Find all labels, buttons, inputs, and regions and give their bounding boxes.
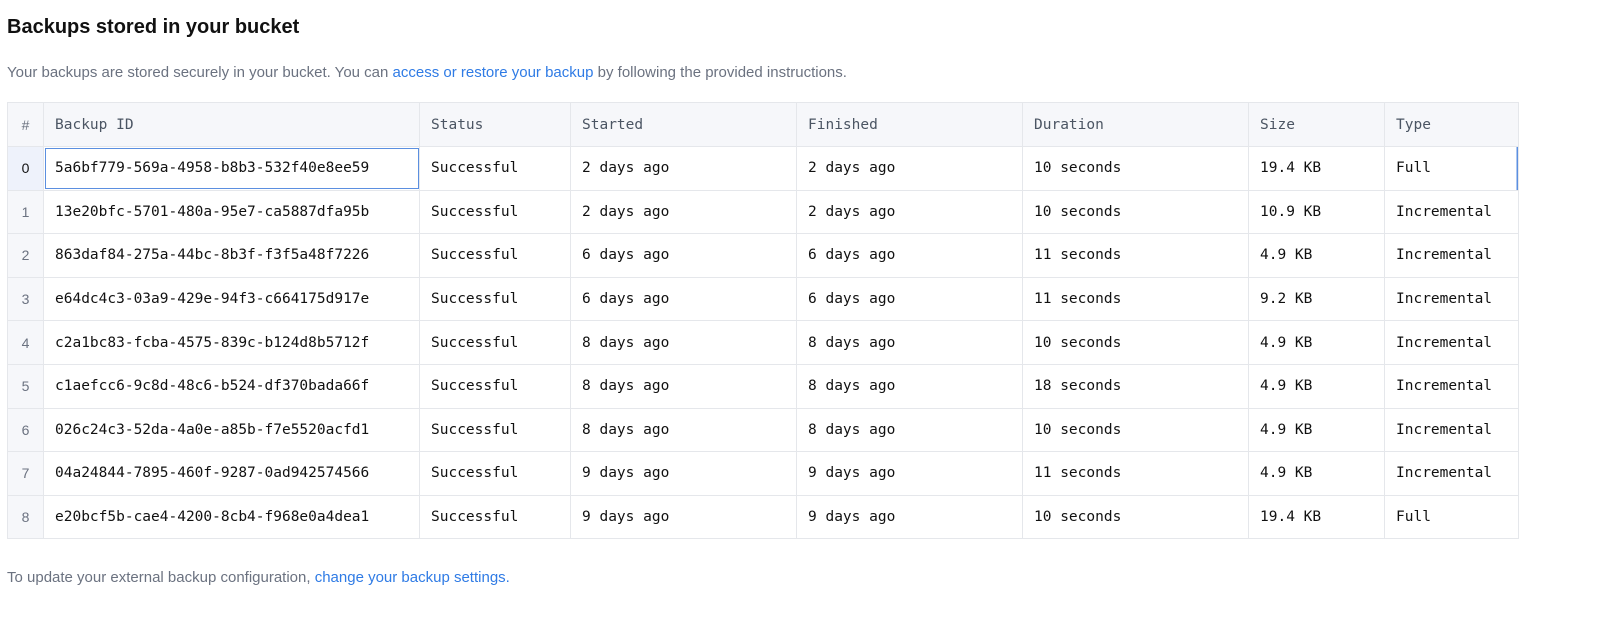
cell-index[interactable]: 0 (7, 146, 44, 191)
cell-type[interactable]: Incremental (1384, 276, 1519, 322)
cell-size[interactable]: 19.4 KB (1248, 146, 1385, 191)
cell-duration[interactable]: 11 seconds (1022, 451, 1249, 496)
cell-duration[interactable]: 18 seconds (1022, 363, 1249, 409)
cell-type[interactable]: Full (1384, 494, 1519, 540)
cell-started[interactable]: 9 days ago (570, 451, 797, 496)
column-header-started[interactable]: Started (570, 102, 797, 147)
table-row[interactable]: 2 863daf84-275a-44bc-8b3f-f3f5a48f7226 Suc… (7, 233, 1519, 278)
cell-finished[interactable]: 8 days ago (796, 320, 1023, 365)
cell-backup-id[interactable]: 863daf84-275a-44bc-8b3f-f3f5a48f7226 (43, 233, 420, 278)
column-header-index[interactable]: # (7, 102, 44, 147)
cell-backup-id[interactable]: e20bcf5b-cae4-4200-8cb4-f968e0a4dea1 (43, 494, 420, 540)
cell-finished[interactable]: 2 days ago (796, 189, 1023, 235)
cell-duration[interactable]: 10 seconds (1022, 320, 1249, 365)
cell-backup-id[interactable]: e64dc4c3-03a9-429e-94f3-c664175d917e (43, 276, 420, 322)
cell-size[interactable]: 4.9 KB (1248, 451, 1385, 496)
cell-status[interactable]: Successful (419, 407, 571, 453)
column-header-duration[interactable]: Duration (1022, 102, 1249, 147)
cell-index[interactable]: 6 (7, 407, 44, 453)
cell-status[interactable]: Successful (419, 320, 571, 365)
cell-size[interactable]: 19.4 KB (1248, 494, 1385, 540)
cell-status[interactable]: Successful (419, 189, 571, 235)
cell-index[interactable]: 7 (7, 451, 44, 496)
restore-backup-link[interactable]: access or restore your backup (392, 64, 594, 81)
cell-size[interactable]: 4.9 KB (1248, 233, 1385, 278)
cell-status[interactable]: Successful (419, 451, 571, 496)
cell-type[interactable]: Incremental (1384, 233, 1519, 278)
cell-finished[interactable]: 9 days ago (796, 494, 1023, 540)
cell-backup-id[interactable]: c1aefcc6-9c8d-48c6-b524-df370bada66f (43, 363, 420, 409)
cell-finished[interactable]: 2 days ago (796, 146, 1023, 191)
cell-type[interactable]: Incremental (1384, 363, 1519, 409)
cell-started[interactable]: 6 days ago (570, 233, 797, 278)
cell-status[interactable]: Successful (419, 494, 571, 540)
cell-duration[interactable]: 11 seconds (1022, 233, 1249, 278)
cell-type[interactable]: Incremental (1384, 189, 1519, 235)
cell-duration[interactable]: 10 seconds (1022, 189, 1249, 235)
cell-backup-id[interactable]: 026c24c3-52da-4a0e-a85b-f7e5520acfd1 (43, 407, 420, 453)
column-header-type[interactable]: Type (1384, 102, 1519, 147)
cell-finished[interactable]: 9 days ago (796, 451, 1023, 496)
cell-size[interactable]: 4.9 KB (1248, 407, 1385, 453)
table-row[interactable]: 0 5a6bf779-569a-4958-b8b3-532f40e8ee59 Suc… (7, 146, 1519, 191)
cell-size[interactable]: 4.9 KB (1248, 320, 1385, 365)
backups-table: # Backup ID Status Started Finished Duration S… (7, 102, 1519, 540)
cell-type[interactable]: Incremental (1384, 451, 1519, 496)
table-row[interactable]: 6 026c24c3-52da-4a0e-a85b-f7e5520acfd1 Suc… (7, 407, 1519, 453)
cell-started[interactable]: 9 days ago (570, 494, 797, 540)
cell-backup-id[interactable]: 5a6bf779-569a-4958-b8b3-532f40e8ee59 (43, 146, 420, 191)
cell-type[interactable]: Incremental (1384, 320, 1519, 365)
page-title: Backups stored in your bucket (7, 16, 300, 38)
table-header-row: # Backup ID Status Started Finished Duration S… (7, 102, 1519, 147)
cell-size[interactable]: 9.2 KB (1248, 276, 1385, 322)
cell-started[interactable]: 8 days ago (570, 320, 797, 365)
backup-settings-link[interactable]: change your backup settings. (314, 569, 510, 586)
cell-backup-id[interactable]: c2a1bc83-fcba-4575-839c-b124d8b5712f (43, 320, 420, 365)
table-row[interactable]: 7 04a24844-7895-460f-9287-0ad942574566 Suc… (7, 451, 1519, 496)
description-text-after: by following the provided instructions. (593, 64, 847, 81)
cell-backup-id[interactable]: 13e20bfc-5701-480a-95e7-ca5887dfa95b (43, 189, 420, 235)
cell-index[interactable]: 8 (7, 494, 44, 540)
cell-type[interactable]: Incremental (1384, 407, 1519, 453)
footer-text: To update your external backup configura… (7, 569, 510, 586)
cell-started[interactable]: 2 days ago (570, 146, 797, 191)
cell-status[interactable]: Successful (419, 363, 571, 409)
cell-index[interactable]: 5 (7, 363, 44, 409)
column-header-finished[interactable]: Finished (796, 102, 1023, 147)
cell-started[interactable]: 8 days ago (570, 407, 797, 453)
cell-duration[interactable]: 10 seconds (1022, 146, 1249, 191)
cell-size[interactable]: 10.9 KB (1248, 189, 1385, 235)
cell-started[interactable]: 2 days ago (570, 189, 797, 235)
cell-status[interactable]: Successful (419, 233, 571, 278)
cell-duration[interactable]: 10 seconds (1022, 407, 1249, 453)
column-header-size[interactable]: Size (1248, 102, 1385, 147)
cell-status[interactable]: Successful (419, 276, 571, 322)
table-row[interactable]: 1 13e20bfc-5701-480a-95e7-ca5887dfa95b Suc… (7, 189, 1519, 235)
cell-index[interactable]: 2 (7, 233, 44, 278)
column-header-backup-id[interactable]: Backup ID (43, 102, 420, 147)
cell-type[interactable]: Full (1384, 146, 1519, 191)
table-row[interactable]: 5 c1aefcc6-9c8d-48c6-b524-df370bada66f Suc… (7, 363, 1519, 409)
column-header-status[interactable]: Status (419, 102, 571, 147)
cell-finished[interactable]: 6 days ago (796, 233, 1023, 278)
cell-duration[interactable]: 11 seconds (1022, 276, 1249, 322)
footer-text-before: To update your external backup configura… (7, 569, 315, 586)
cell-backup-id[interactable]: 04a24844-7895-460f-9287-0ad942574566 (43, 451, 420, 496)
cell-index[interactable]: 1 (7, 189, 44, 235)
cell-size[interactable]: 4.9 KB (1248, 363, 1385, 409)
cell-index[interactable]: 4 (7, 320, 44, 365)
cell-started[interactable]: 6 days ago (570, 276, 797, 322)
table-row[interactable]: 8 e20bcf5b-cae4-4200-8cb4-f968e0a4dea1 Suc… (7, 494, 1519, 540)
description-text: Your backups are stored securely in your… (7, 64, 393, 81)
cell-index[interactable]: 3 (7, 276, 44, 322)
cell-duration[interactable]: 10 seconds (1022, 494, 1249, 540)
cell-status[interactable]: Successful (419, 146, 571, 191)
cell-finished[interactable]: 8 days ago (796, 363, 1023, 409)
cell-finished[interactable]: 8 days ago (796, 407, 1023, 453)
table-row[interactable]: 4 c2a1bc83-fcba-4575-839c-b124d8b5712f Suc… (7, 320, 1519, 365)
description: Your backups are stored securely in your… (7, 64, 847, 81)
cell-finished[interactable]: 6 days ago (796, 276, 1023, 322)
table-row[interactable]: 3 e64dc4c3-03a9-429e-94f3-c664175d917e Suc… (7, 276, 1519, 322)
cell-started[interactable]: 8 days ago (570, 363, 797, 409)
